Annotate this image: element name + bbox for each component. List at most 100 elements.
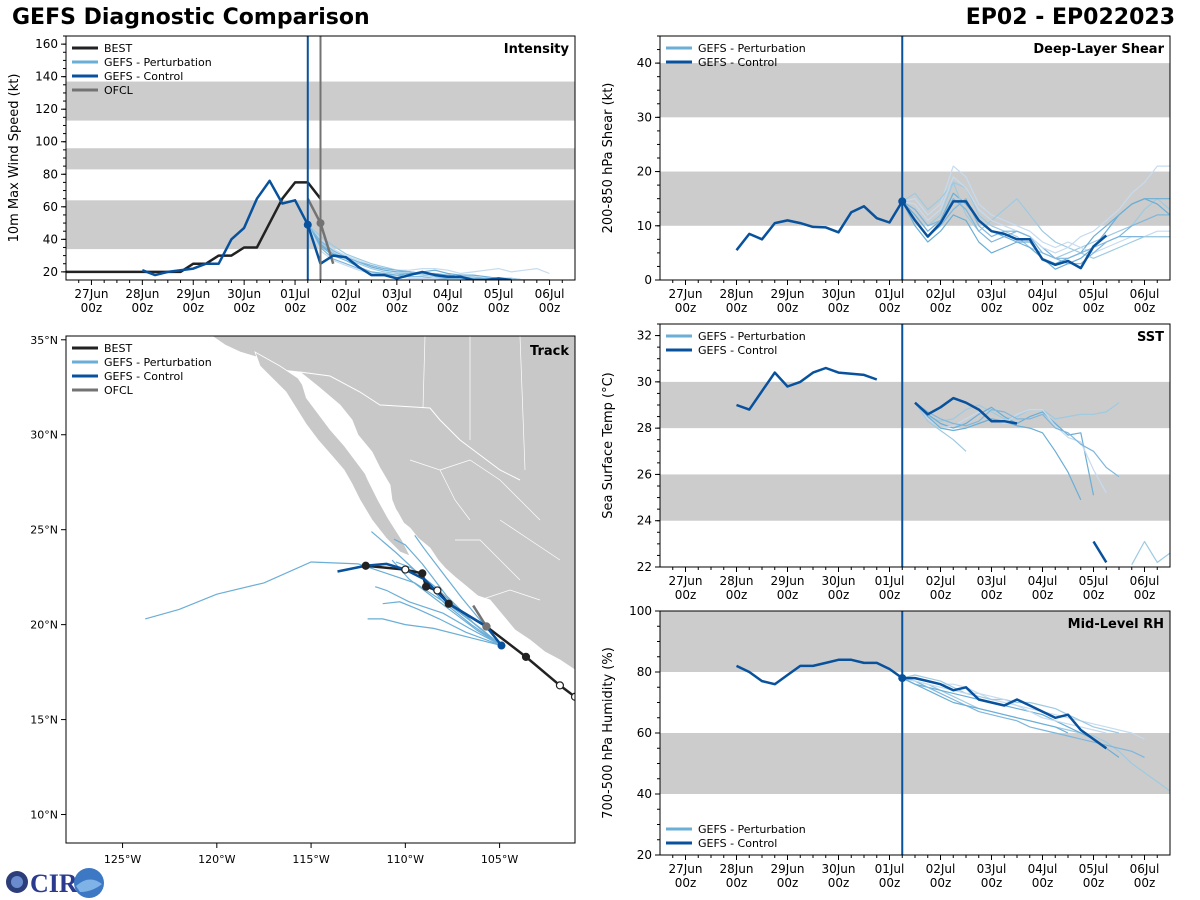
shear-ytick-label: 20 <box>637 165 652 179</box>
rh-xtick-sublabel: 00z <box>675 876 697 890</box>
track-best-point <box>433 586 442 595</box>
legend-label-best: BEST <box>104 342 132 355</box>
legend-label-control: GEFS - Control <box>698 837 777 850</box>
intensity-title: Intensity <box>504 42 570 57</box>
legend-label-control: GEFS - Control <box>698 344 777 357</box>
track-best-point <box>421 582 431 591</box>
rh-xtick-sublabel: 00z <box>777 876 799 890</box>
track-ytick-label: 25°N <box>30 524 58 537</box>
rh-xtick-sublabel: 00z <box>1032 876 1054 890</box>
shear-ytick-label: 10 <box>637 219 652 233</box>
rh-band-0 <box>660 733 1170 794</box>
track-perturbation-line <box>382 601 502 647</box>
track-panel: 125°W 120°W 115°W 110°W 105°W 10°N 15°N 20°N 25°… <box>30 334 576 866</box>
rh-ytick-label: 60 <box>637 726 652 740</box>
rh-xtick-sublabel: 00z <box>1134 876 1156 890</box>
rh-xtick-sublabel: 00z <box>828 876 850 890</box>
intensity-xtick-label: 01Jul <box>280 287 310 301</box>
track-xtick-label: 120°W <box>198 853 235 866</box>
sst-ytick-label: 24 <box>637 514 652 528</box>
intensity-best-line <box>66 181 322 274</box>
intensity-perturbation-line <box>307 224 550 280</box>
intensity-perturbation-line <box>307 224 550 280</box>
track-perturbation-line <box>367 618 502 647</box>
sst-ytick-label: 30 <box>637 375 652 389</box>
shear-init-point <box>898 197 907 206</box>
rh-xtick-label: 29Jun <box>770 862 804 876</box>
track-best-point <box>418 569 427 578</box>
sst-xtick-label: 27Jun <box>668 574 702 588</box>
intensity-xtick-sublabel: 00z <box>182 301 204 315</box>
track-ytick-label: 15°N <box>30 714 58 727</box>
intensity-xtick-label: 02Jul <box>331 287 361 301</box>
shear-xtick-label: 04Jul <box>1028 287 1058 301</box>
sst-perturbation-line <box>914 402 1120 422</box>
track-ytick-label: 35°N <box>30 334 58 347</box>
rh-ytick-label: 80 <box>637 665 652 679</box>
intensity-ytick-label: 20 <box>43 265 58 279</box>
state-borders <box>409 336 561 601</box>
sst-xtick-sublabel: 00z <box>879 588 901 602</box>
rh-ylabel: 700-500 hPa Humidity (%) <box>601 647 616 819</box>
track-best-point <box>521 652 531 662</box>
intensity-ytick-label: 120 <box>35 102 58 116</box>
sst-ylabel: Sea Surface Temp (°C) <box>601 372 616 519</box>
track-best-point <box>361 561 370 570</box>
shear-xtick-sublabel: 00z <box>1134 301 1156 315</box>
rh-perturbation-line <box>902 677 1145 758</box>
sst-xtick-label: 06Jul <box>1130 574 1160 588</box>
rh-ytick-label: 40 <box>637 787 652 801</box>
rh-xtick-label: 27Jun <box>668 862 702 876</box>
rh-xtick-label: 30Jun <box>821 862 855 876</box>
sst-xtick-sublabel: 00z <box>1032 588 1054 602</box>
shear-xtick-label: 06Jul <box>1130 287 1160 301</box>
shear-ytick-label: 40 <box>637 56 652 70</box>
intensity-xtick-sublabel: 00z <box>132 301 154 315</box>
sst-perturbation-line <box>1131 540 1170 565</box>
intensity-xtick-sublabel: 00z <box>488 301 510 315</box>
shear-perturbation-line <box>901 198 1170 270</box>
shear-xtick-label: 28Jun <box>719 287 753 301</box>
sst-xtick-sublabel: 00z <box>1083 588 1105 602</box>
rh-perturbation-line <box>902 677 1069 734</box>
track-xtick-label: 105°W <box>481 853 518 866</box>
intensity-xtick-label: 03Jul <box>382 287 412 301</box>
track-ytick-label: 10°N <box>30 809 58 822</box>
legend-label-perturbation: GEFS - Perturbation <box>698 330 806 343</box>
shear-xtick-label: 03Jul <box>977 287 1007 301</box>
shear-ytick-label: 0 <box>644 273 652 287</box>
sst-xtick-sublabel: 00z <box>930 588 952 602</box>
sst-band-1 <box>660 381 1170 429</box>
sst-xtick-sublabel: 00z <box>777 588 799 602</box>
sst-xtick-label: 05Jul <box>1079 574 1109 588</box>
track-best-point <box>444 599 453 608</box>
shear-control-line <box>735 200 1108 270</box>
intensity-xtick-label: 04Jul <box>433 287 463 301</box>
sst-control-line <box>736 366 878 411</box>
sst-xtick-label: 01Jul <box>875 574 905 588</box>
intensity-control-line <box>141 179 512 280</box>
track-best-point <box>555 681 565 690</box>
rh-xtick-label: 04Jul <box>1028 862 1058 876</box>
intensity-panel: 2040608010012014016027Jun00z28Jun00z29Ju… <box>7 35 576 315</box>
shear-xtick-label: 05Jul <box>1079 287 1109 301</box>
track-frame <box>65 335 576 844</box>
intensity-xtick-label: 06Jul <box>535 287 565 301</box>
intensity-ytick-label: 40 <box>43 232 58 246</box>
sst-xtick-label: 03Jul <box>977 574 1007 588</box>
track-perturbation-line <box>391 559 502 647</box>
shear-xtick-sublabel: 00z <box>1083 301 1105 315</box>
intensity-ytick-label: 140 <box>35 70 58 84</box>
intensity-init-point <box>303 220 312 229</box>
track-best-point <box>401 565 410 574</box>
intensity-xtick-sublabel: 00z <box>233 301 255 315</box>
rh-init-point <box>898 674 907 683</box>
shear-title: Deep-Layer Shear <box>1033 42 1164 57</box>
shear-xtick-label: 02Jul <box>926 287 956 301</box>
sst-panel: 22242628303227Jun00z28Jun00z29Jun00z30Ju… <box>601 323 1171 602</box>
rh-xtick-label: 01Jul <box>875 862 905 876</box>
sst-xtick-label: 28Jun <box>719 574 753 588</box>
shear-perturbation-line <box>901 198 1170 259</box>
intensity-xtick-label: 29Jun <box>176 287 210 301</box>
intensity-ylabel: 10m Max Wind Speed (kt) <box>7 74 22 243</box>
